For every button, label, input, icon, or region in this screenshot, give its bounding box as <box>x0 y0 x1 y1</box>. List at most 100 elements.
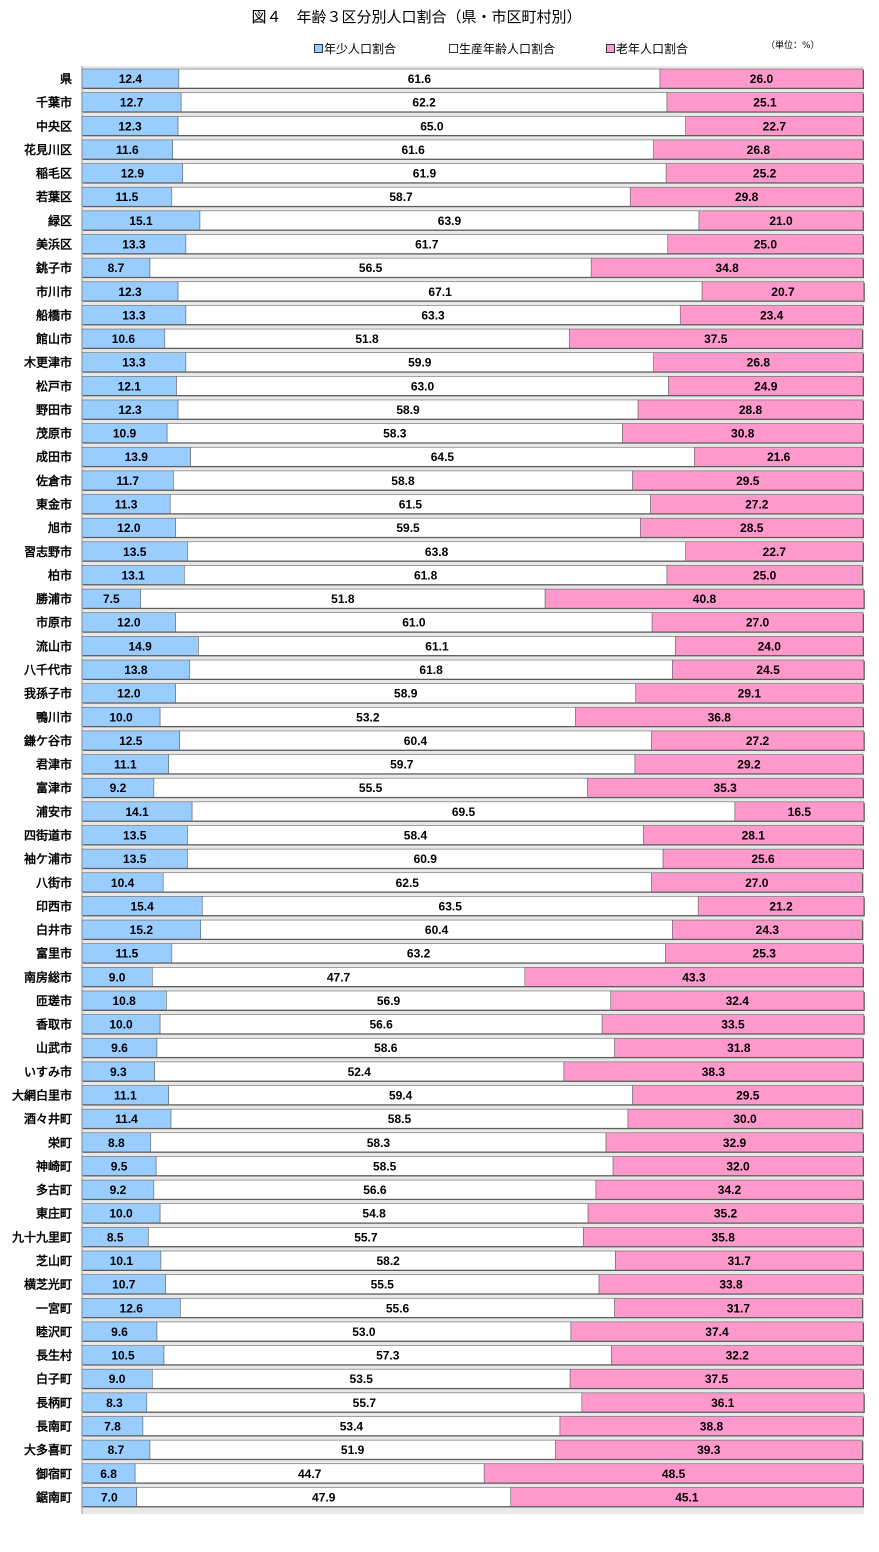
data-label-young: 10.9 <box>113 427 137 441</box>
data-label-young: 12.4 <box>119 72 143 86</box>
data-label-young: 13.9 <box>125 450 149 464</box>
data-label-elderly: 24.0 <box>758 639 782 653</box>
category-label: 松戸市 <box>36 378 72 393</box>
bar-elderly <box>650 494 864 514</box>
data-label-elderly: 38.8 <box>700 1419 724 1433</box>
data-label-young: 13.8 <box>124 663 148 677</box>
bar-elderly <box>659 68 864 89</box>
data-label-elderly: 35.8 <box>712 1230 736 1244</box>
data-label-elderly: 28.1 <box>742 828 766 842</box>
data-label-working: 61.6 <box>408 72 432 86</box>
bar-elderly <box>575 706 864 727</box>
data-label-young: 9.0 <box>109 970 126 984</box>
category-label: 芝山町 <box>36 1253 72 1268</box>
data-label-elderly: 27.2 <box>745 498 769 512</box>
category-label: 東金市 <box>36 497 72 512</box>
data-label-working: 56.6 <box>369 1018 393 1032</box>
bar-row: 富里市 11.5 63.2 25.3 <box>36 943 864 964</box>
data-label-young: 7.5 <box>103 592 120 606</box>
data-label-elderly: 29.5 <box>736 474 760 488</box>
data-label-working: 55.6 <box>386 1301 410 1315</box>
data-label-elderly: 28.5 <box>740 521 764 535</box>
data-label-elderly: 37.4 <box>705 1325 729 1339</box>
data-label-working: 67.1 <box>428 285 452 299</box>
data-label-working: 58.5 <box>373 1159 397 1173</box>
category-label: 若葉区 <box>35 189 72 204</box>
legend-item-young: 年少人口割合 <box>314 40 396 57</box>
data-label-young: 12.3 <box>118 119 142 133</box>
data-label-elderly: 27.0 <box>745 876 769 890</box>
category-label: 神崎町 <box>36 1158 72 1173</box>
data-label-working: 62.2 <box>412 96 436 110</box>
data-label-young: 12.3 <box>118 285 142 299</box>
bar-elderly <box>667 234 864 254</box>
data-label-young: 11.5 <box>116 947 139 961</box>
bar-row: 大多喜町 8.7 51.9 39.3 <box>24 1439 864 1461</box>
bar-elderly <box>611 1345 864 1365</box>
bar-row: 稲毛区 12.9 61.9 25.2 <box>36 163 864 184</box>
category-label: 成田市 <box>36 449 72 464</box>
bar-elderly <box>510 1487 864 1507</box>
data-label-working: 59.5 <box>396 521 420 535</box>
data-label-elderly: 24.3 <box>756 923 780 937</box>
data-label-young: 6.8 <box>100 1467 117 1481</box>
data-label-working: 52.4 <box>348 1065 372 1079</box>
data-label-working: 56.5 <box>359 261 383 275</box>
bar-row: いすみ市 9.3 52.4 38.3 <box>24 1061 864 1082</box>
category-label: 浦安市 <box>36 804 72 819</box>
bar-elderly <box>662 848 864 869</box>
bar-row: 芝山町 10.1 58.2 31.7 <box>36 1250 864 1271</box>
data-label-working: 51.9 <box>341 1443 365 1457</box>
category-label: 一宮町 <box>36 1300 72 1315</box>
data-label-young: 9.2 <box>110 1183 127 1197</box>
category-label: 鋸南町 <box>36 1489 72 1504</box>
data-label-young: 11.7 <box>116 474 139 488</box>
data-label-elderly: 28.8 <box>739 403 763 417</box>
category-label: 大多喜町 <box>24 1442 72 1457</box>
data-label-elderly: 32.4 <box>726 994 750 1008</box>
data-label-elderly: 32.2 <box>726 1349 750 1363</box>
bar-elderly <box>635 683 864 703</box>
bar-row: 若葉区 11.5 58.7 29.8 <box>35 186 864 208</box>
data-label-working: 63.3 <box>421 308 445 322</box>
bar-row: 我孫子市 12.0 58.9 29.1 <box>24 683 864 704</box>
bar-elderly <box>615 1250 864 1271</box>
bar-elderly <box>622 423 864 443</box>
data-label-working: 63.9 <box>438 214 462 228</box>
category-label: 流山市 <box>36 638 72 653</box>
data-label-working: 61.7 <box>415 237 439 251</box>
data-label-young: 8.5 <box>107 1230 124 1244</box>
bar-row: 県 12.4 61.6 26.0 <box>60 68 864 89</box>
category-label: 横芝光町 <box>24 1277 72 1292</box>
bar-row: 御宿町 6.8 44.7 48.5 <box>35 1463 864 1484</box>
data-label-young: 12.3 <box>118 403 142 417</box>
category-label: 大網白里市 <box>12 1088 72 1103</box>
bar-row: 八千代市 13.8 61.8 24.5 <box>23 659 865 680</box>
bar-row: 千葉市 12.7 62.2 25.1 <box>36 92 864 113</box>
bar-row: 中央区 12.3 65.0 22.7 <box>36 115 864 137</box>
data-label-working: 53.2 <box>356 710 380 724</box>
data-label-working: 58.2 <box>376 1254 400 1268</box>
chart-title: 図４ 年齢３区分別人口割合（県・市区町村別） <box>251 8 582 26</box>
data-label-young: 10.7 <box>112 1278 136 1292</box>
bar-elderly <box>698 210 864 231</box>
bar-elderly <box>675 636 864 656</box>
unit-label: （単位：%） <box>766 41 820 51</box>
legend-swatch-young <box>314 44 323 53</box>
data-label-working: 61.1 <box>425 639 449 653</box>
bar-elderly <box>685 541 864 562</box>
data-label-working: 58.9 <box>394 687 418 701</box>
data-label-working: 58.3 <box>367 1136 391 1150</box>
category-label: 千葉市 <box>36 95 72 110</box>
category-label: 南房総市 <box>24 969 72 984</box>
bar-row: 君津市 11.1 59.7 29.2 <box>35 754 864 775</box>
legend-swatch-working <box>449 44 458 53</box>
data-label-elderly: 35.2 <box>714 1207 738 1221</box>
bar-row: 香取市 10.0 56.6 33.5 <box>35 1014 865 1035</box>
data-label-working: 65.0 <box>420 119 444 133</box>
data-label-working: 69.5 <box>452 805 476 819</box>
data-label-young: 12.9 <box>121 167 145 181</box>
bar-row: 成田市 13.9 64.5 21.6 <box>36 446 864 468</box>
bar-row: 酒々井町 11.4 58.5 30.0 <box>24 1108 864 1130</box>
data-label-elderly: 31.7 <box>728 1254 752 1268</box>
